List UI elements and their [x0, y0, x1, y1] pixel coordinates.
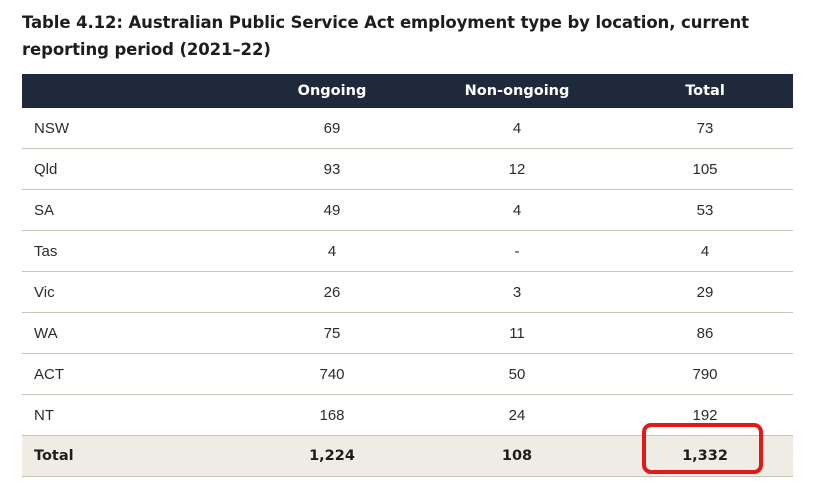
cell-location: Qld — [22, 148, 247, 190]
cell-location: SA — [22, 189, 247, 231]
header-ongoing: Ongoing — [297, 83, 367, 99]
cell-location: WA — [22, 312, 247, 354]
cell-ongoing: 75 — [247, 312, 417, 354]
cell-ongoing: 69 — [247, 108, 417, 149]
cell-total: 790 — [617, 353, 793, 395]
cell-non-ongoing: - — [417, 230, 617, 272]
cell-ongoing: 740 — [247, 353, 417, 395]
cell-total: 73 — [617, 108, 793, 149]
cell-total-ongoing: 1,224 — [247, 435, 417, 477]
cell-non-ongoing: 4 — [417, 189, 617, 231]
cell-ongoing: 4 — [247, 230, 417, 272]
cell-total: 4 — [617, 230, 793, 272]
table-row: NT 168 24 192 — [22, 394, 793, 436]
cell-non-ongoing: 11 — [417, 312, 617, 354]
cell-total: 86 — [617, 312, 793, 354]
cell-non-ongoing: 4 — [417, 108, 617, 149]
table-row: NSW 69 4 73 — [22, 108, 793, 149]
table-row: Vic 26 3 29 — [22, 271, 793, 313]
cell-total-non-ongoing: 108 — [417, 435, 617, 477]
cell-non-ongoing: 3 — [417, 271, 617, 313]
cell-ongoing: 26 — [247, 271, 417, 313]
cell-non-ongoing: 24 — [417, 394, 617, 436]
table-header-row: Ongoing Non-ongoing Total — [22, 74, 793, 108]
cell-ongoing: 49 — [247, 189, 417, 231]
cell-location: ACT — [22, 353, 247, 395]
table-row: WA 75 11 86 — [22, 312, 793, 354]
cell-total-label: Total — [22, 435, 247, 477]
table-row: ACT 740 50 790 — [22, 353, 793, 395]
cell-location: NT — [22, 394, 247, 436]
cell-total: 105 — [617, 148, 793, 190]
header-total: Total — [685, 83, 725, 99]
table-row: Tas 4 - 4 — [22, 230, 793, 272]
cell-ongoing: 93 — [247, 148, 417, 190]
table-row: SA 49 4 53 — [22, 189, 793, 231]
cell-location: NSW — [22, 108, 247, 149]
cell-total: 53 — [617, 189, 793, 231]
table-title: Table 4.12: Australian Public Service Ac… — [22, 13, 749, 59]
cell-non-ongoing: 50 — [417, 353, 617, 395]
cell-ongoing: 168 — [247, 394, 417, 436]
employment-table: Ongoing Non-ongoing Total NSW 69 4 73 Ql… — [22, 74, 793, 477]
cell-non-ongoing: 12 — [417, 148, 617, 190]
header-non-ongoing: Non-ongoing — [464, 83, 570, 99]
cell-location: Tas — [22, 230, 247, 272]
cell-location: Vic — [22, 271, 247, 313]
highlight-box — [642, 423, 763, 474]
table-row: Qld 93 12 105 — [22, 148, 793, 190]
header-location — [22, 74, 247, 108]
cell-total: 29 — [617, 271, 793, 313]
